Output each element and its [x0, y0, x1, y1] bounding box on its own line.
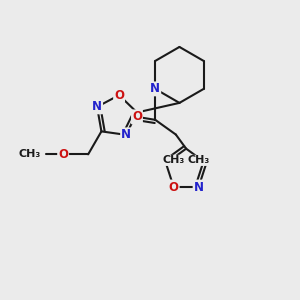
Text: CH₃: CH₃	[187, 155, 209, 165]
Text: N: N	[121, 128, 131, 141]
Text: O: O	[114, 88, 124, 102]
Text: N: N	[194, 181, 204, 194]
Text: N: N	[150, 82, 160, 95]
Text: O: O	[169, 181, 179, 194]
Text: CH₃: CH₃	[163, 155, 185, 165]
Text: O: O	[132, 110, 142, 123]
Text: O: O	[58, 148, 68, 161]
Text: N: N	[92, 100, 102, 113]
Text: CH₃: CH₃	[19, 149, 41, 159]
